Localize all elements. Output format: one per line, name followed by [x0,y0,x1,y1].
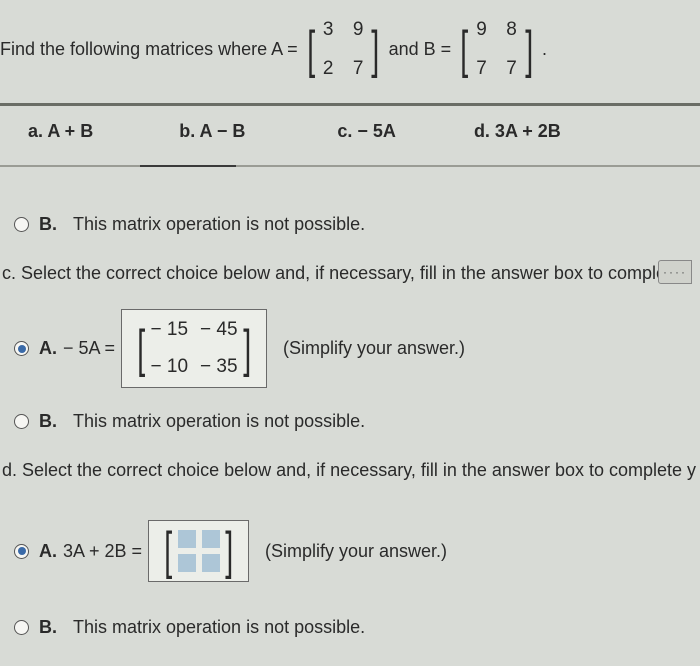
part-c: c. − 5A [337,118,396,145]
c-r1c1: − 35 [200,353,238,382]
matrix-B: [ 9 8 7 7 ] [457,14,536,85]
A-r1c0: 2 [320,55,336,84]
d-r1c1[interactable] [202,554,220,572]
parts-row: a. A + B b. A − B c. − 5A d. 3A + 2B [0,106,700,167]
eq-lhs-c: − 5A = [63,335,115,362]
option-b-row-d[interactable]: B. This matrix operation is not possible… [0,604,700,651]
option-b-text-d: This matrix operation is not possible. [73,614,365,641]
section-d-instruction: d. Select the correct choice below and, … [0,445,700,498]
bracket-right: ] [371,24,379,76]
B-r0c1: 8 [504,16,520,45]
A-r0c1: 9 [350,16,366,45]
simplify-note-d: (Simplify your answer.) [265,538,447,565]
option-label-B: B. [39,408,57,435]
d-r1c0[interactable] [178,554,196,572]
problem-and: and B = [389,36,452,63]
radio-icon[interactable] [14,544,29,559]
problem-statement: Find the following matrices where A = [ … [0,0,700,106]
expand-dots-icon[interactable]: ···· [658,260,692,284]
bracket-right: ] [225,525,233,577]
part-a: a. A + B [28,118,93,145]
problem-lead: Find the following matrices where A = [0,36,298,63]
bracket-left: [ [460,24,468,76]
simplify-note-c: (Simplify your answer.) [283,335,465,362]
d-r0c0[interactable] [178,530,196,548]
bracket-left: [ [164,525,172,577]
bracket-right: ] [243,323,251,375]
B-r0c0: 9 [474,16,490,45]
A-r0c0: 3 [320,16,336,45]
A-r1c1: 7 [350,55,366,84]
option-b-text: This matrix operation is not possible. [73,211,365,238]
option-b-text-c: This matrix operation is not possible. [73,408,365,435]
answer-box-d[interactable]: [ ] [148,520,249,582]
option-b-row-top[interactable]: B. This matrix operation is not possible… [0,201,700,248]
c-r0c0: − 15 [151,316,189,345]
d-r0c1[interactable] [202,530,220,548]
part-b: b. A − B [179,118,245,145]
radio-icon[interactable] [14,414,29,429]
B-r1c1: 7 [504,55,520,84]
option-label-A: A. [39,538,57,565]
eq-lhs-d: 3A + 2B = [63,538,142,565]
answer-box-c[interactable]: [ − 15 − 45 − 10 − 35 ] [121,309,267,388]
bracket-left: [ [137,323,145,375]
B-r1c0: 7 [474,55,490,84]
radio-icon[interactable] [14,620,29,635]
underline-bar [140,165,236,167]
bracket-right: ] [525,24,533,76]
bracket-left: [ [307,24,315,76]
option-b-row-c[interactable]: B. This matrix operation is not possible… [0,398,700,445]
parts-wrapper: a. A + B b. A − B c. − 5A d. 3A + 2B ···… [0,106,700,201]
option-label-A: A. [39,335,57,362]
option-label-B: B. [39,211,57,238]
option-label-B: B. [39,614,57,641]
option-a-row-d[interactable]: A. 3A + 2B = [ ] (Simplify your answer.) [0,498,700,604]
radio-icon[interactable] [14,217,29,232]
c-r0c1: − 45 [200,316,238,345]
c-r1c0: − 10 [151,353,189,382]
problem-period: . [542,36,547,63]
radio-icon[interactable] [14,341,29,356]
option-a-row-c[interactable]: A. − 5A = [ − 15 − 45 − 10 − 35 ] (Simpl… [0,301,700,398]
part-d: d. 3A + 2B [474,118,561,145]
matrix-A: [ 3 9 2 7 ] [304,14,383,85]
section-c-instruction: c. Select the correct choice below and, … [0,248,700,301]
